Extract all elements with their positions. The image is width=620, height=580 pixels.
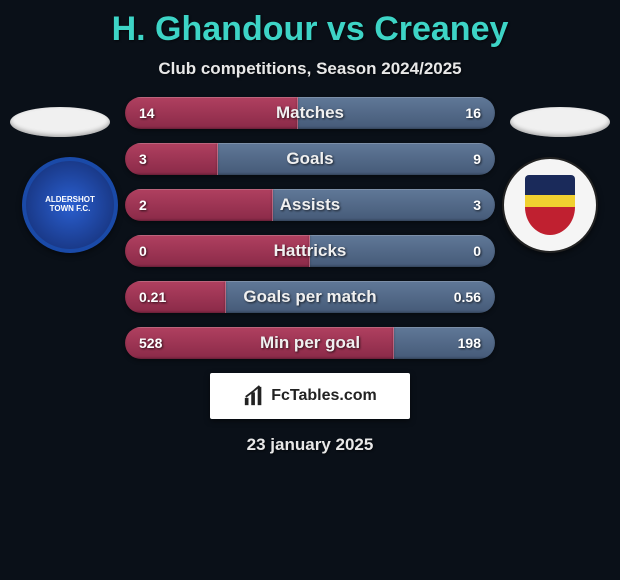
stat-bars: 1416Matches 39Goals 23Assists 00Hattricks 0.…	[125, 97, 495, 359]
stat-row: 0.210.56Goals per match	[125, 281, 495, 313]
right-team-crest	[502, 157, 598, 253]
stat-bar-right	[394, 327, 495, 359]
stat-row: 23Assists	[125, 189, 495, 221]
stat-bar-right	[273, 189, 495, 221]
stat-bar-right	[298, 97, 495, 129]
left-crest-text: ALDERSHOT TOWN F.C.	[26, 190, 114, 220]
right-crest-shield	[525, 175, 575, 235]
date-text: 23 january 2025	[0, 435, 620, 455]
stat-bar-left	[125, 281, 226, 313]
stat-bar-left	[125, 143, 218, 175]
stat-row: 00Hattricks	[125, 235, 495, 267]
stat-bar-left	[125, 97, 298, 129]
comparison-panel: ALDERSHOT TOWN F.C. 1416Matches 39Goals 23…	[0, 97, 620, 359]
site-name: FcTables.com	[271, 387, 377, 405]
stat-bar-right	[310, 235, 495, 267]
stat-row: 528198Min per goal	[125, 327, 495, 359]
stat-bar-right	[226, 281, 495, 313]
stat-bar-left	[125, 327, 394, 359]
left-team-crest: ALDERSHOT TOWN F.C.	[22, 157, 118, 253]
left-player-oval	[10, 107, 110, 137]
fctables-icon	[243, 385, 265, 407]
stat-bar-left	[125, 189, 273, 221]
page-title: H. Ghandour vs Creaney	[0, 0, 620, 49]
stat-bar-left	[125, 235, 310, 267]
stat-row: 39Goals	[125, 143, 495, 175]
site-badge[interactable]: FcTables.com	[210, 373, 410, 419]
right-player-oval	[510, 107, 610, 137]
subtitle: Club competitions, Season 2024/2025	[0, 59, 620, 79]
stat-bar-right	[218, 143, 496, 175]
stat-row: 1416Matches	[125, 97, 495, 129]
